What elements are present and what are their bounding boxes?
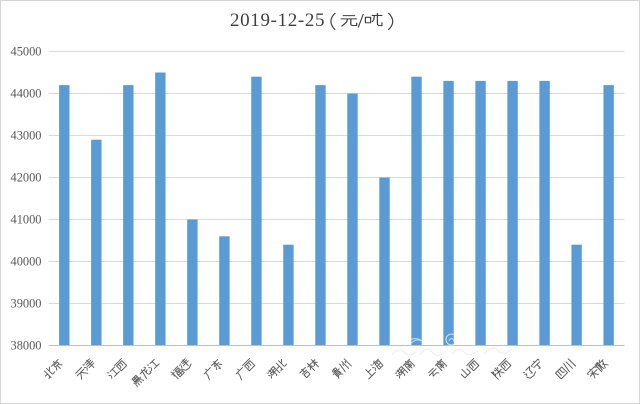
svg-text:41000: 41000 — [11, 213, 42, 227]
svg-text:38000: 38000 — [11, 339, 42, 353]
svg-text:40000: 40000 — [11, 255, 42, 269]
svg-text:39000: 39000 — [11, 297, 42, 311]
svg-text:2019-12-25: 2019-12-25 — [230, 10, 325, 31]
svg-text:43000: 43000 — [11, 129, 42, 143]
svg-text:44000: 44000 — [11, 87, 42, 101]
svg-text:42000: 42000 — [11, 171, 42, 185]
svg-text:45000: 45000 — [11, 45, 42, 59]
